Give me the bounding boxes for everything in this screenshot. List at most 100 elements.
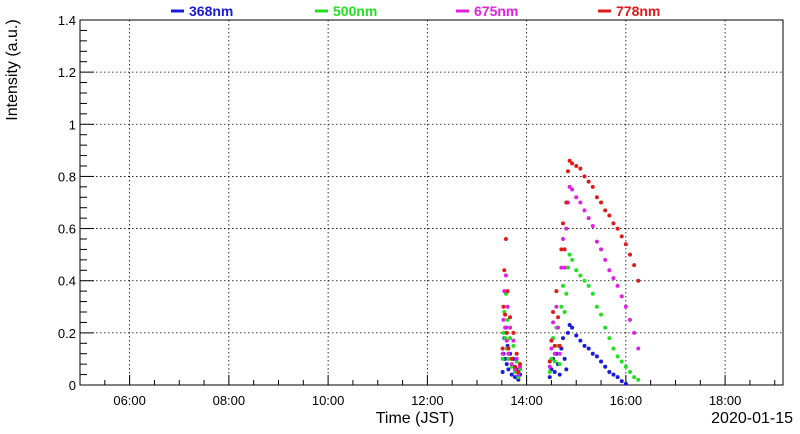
plot-frame [79,19,784,386]
data-point [559,247,564,252]
data-point [627,369,632,374]
data-point [562,310,567,314]
data-point [607,268,612,273]
data-point [632,330,637,335]
data-point [603,257,608,262]
data-point [503,312,508,317]
data-point [636,346,641,351]
series-778nm [500,158,641,374]
data-point [599,200,604,205]
data-point [557,362,562,367]
data-point [504,362,509,367]
data-point [500,356,505,361]
data-point [603,325,608,330]
data-point [501,330,506,335]
y-tick-label: 0.4 [58,274,76,289]
data-point [582,343,587,348]
data-point [590,223,595,228]
y-tick-label: 0 [69,378,76,393]
data-point [564,200,569,205]
data-point [552,343,557,348]
data-point [547,359,552,364]
data-point [552,369,557,374]
series-368nm [500,323,628,386]
legend-item: 368nm [171,3,233,19]
data-point [623,381,628,386]
data-point [501,304,506,309]
legend: 368nm 500nm 675nm 778nm [171,3,660,19]
data-point [562,247,567,252]
data-point [508,336,513,341]
x-tick-label: 16:00 [610,393,643,408]
data-point [509,356,514,361]
data-point [567,323,572,328]
data-point [562,356,567,361]
data-point [623,242,628,247]
data-point [578,338,583,343]
data-point [505,304,510,309]
data-point [590,291,595,296]
data-point [501,317,506,322]
x-axis-title: Time (JST) [376,410,455,427]
data-point [511,338,516,343]
data-point [603,364,608,369]
data-point [556,325,561,330]
data-point [607,369,612,374]
series-675nm [500,184,641,377]
data-point [574,268,579,273]
data-point [611,346,616,351]
data-point [570,161,575,166]
data-point [619,379,624,384]
data-point [559,265,564,270]
data-point [557,372,562,377]
data-point [564,291,569,296]
data-point [506,356,511,361]
data-point [615,226,620,231]
data-point [562,265,567,270]
data-point [574,333,579,338]
data-point [632,263,637,268]
data-point [590,351,595,356]
data-point [557,351,562,356]
data-point [619,359,624,364]
data-point [505,289,510,294]
y-tick-label: 1.2 [58,65,76,80]
data-point [582,174,587,179]
x-tick-label: 18:00 [709,393,742,408]
data-point [547,369,552,374]
data-point [503,325,508,330]
legend-label: 675nm [474,3,518,19]
data-point [559,304,564,309]
x-tick-label: 10:00 [312,393,345,408]
data-series [500,158,641,386]
data-point [517,362,522,367]
data-point [551,310,556,314]
data-point [506,351,511,356]
data-point [594,239,599,244]
legend-item: 675nm [456,3,518,19]
date-label: 2020-01-15 [711,410,793,427]
legend-item: 778nm [598,3,660,19]
data-point [615,354,620,359]
data-point [514,356,519,361]
x-tick-label: 06:00 [113,393,146,408]
data-point [599,247,604,252]
data-point [611,372,616,377]
legend-label: 500nm [333,3,377,19]
y-tick-label: 0.2 [58,326,76,341]
data-point [619,234,624,239]
data-point [594,304,599,309]
data-point [516,369,521,374]
data-point [506,346,511,351]
legend-label: 368nm [189,3,233,19]
data-point [567,252,572,257]
data-point [582,208,587,213]
data-point [570,257,575,262]
data-point [567,158,572,163]
data-point [599,312,604,317]
data-point [586,346,591,351]
data-point [627,317,632,322]
data-point [505,317,510,322]
data-point [561,336,566,341]
